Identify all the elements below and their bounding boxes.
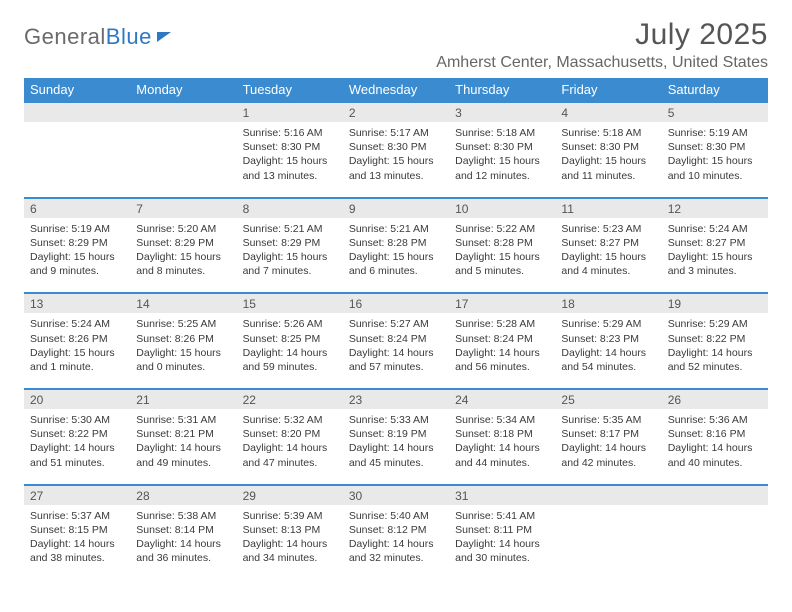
- day-cell: Sunrise: 5:17 AMSunset: 8:30 PMDaylight:…: [343, 122, 449, 198]
- day-number: 20: [24, 389, 130, 409]
- day-number: 21: [130, 389, 236, 409]
- day-cell: [555, 505, 661, 580]
- day-cell: [24, 122, 130, 198]
- logo-text: GeneralBlue: [24, 24, 152, 50]
- day-number: 5: [662, 102, 768, 122]
- day-cell: Sunrise: 5:19 AMSunset: 8:30 PMDaylight:…: [662, 122, 768, 198]
- logo-mark-icon: [157, 32, 171, 42]
- day-cell: Sunrise: 5:34 AMSunset: 8:18 PMDaylight:…: [449, 409, 555, 485]
- day-cell: [662, 505, 768, 580]
- day-cell: Sunrise: 5:22 AMSunset: 8:28 PMDaylight:…: [449, 218, 555, 294]
- day-cell: Sunrise: 5:41 AMSunset: 8:11 PMDaylight:…: [449, 505, 555, 580]
- day-cell: Sunrise: 5:19 AMSunset: 8:29 PMDaylight:…: [24, 218, 130, 294]
- day-number: 15: [237, 293, 343, 313]
- page: GeneralBlue July 2025 Amherst Center, Ma…: [0, 0, 792, 579]
- day-number: 14: [130, 293, 236, 313]
- day-cell: Sunrise: 5:18 AMSunset: 8:30 PMDaylight:…: [449, 122, 555, 198]
- day-number: [662, 485, 768, 505]
- dayname-cell: Friday: [555, 78, 661, 102]
- day-cell: Sunrise: 5:38 AMSunset: 8:14 PMDaylight:…: [130, 505, 236, 580]
- daynum-row: 2728293031: [24, 485, 768, 505]
- day-content-row: Sunrise: 5:30 AMSunset: 8:22 PMDaylight:…: [24, 409, 768, 485]
- day-cell: Sunrise: 5:20 AMSunset: 8:29 PMDaylight:…: [130, 218, 236, 294]
- daynum-row: 12345: [24, 102, 768, 122]
- logo: GeneralBlue: [24, 18, 171, 50]
- day-cell: Sunrise: 5:33 AMSunset: 8:19 PMDaylight:…: [343, 409, 449, 485]
- day-cell: Sunrise: 5:30 AMSunset: 8:22 PMDaylight:…: [24, 409, 130, 485]
- day-number: 1: [237, 102, 343, 122]
- logo-word-2: Blue: [106, 24, 152, 49]
- day-cell: Sunrise: 5:23 AMSunset: 8:27 PMDaylight:…: [555, 218, 661, 294]
- day-cell: Sunrise: 5:24 AMSunset: 8:26 PMDaylight:…: [24, 313, 130, 389]
- daynum-row: 20212223242526: [24, 389, 768, 409]
- dayname-row: SundayMondayTuesdayWednesdayThursdayFrid…: [24, 78, 768, 102]
- logo-word-1: General: [24, 24, 106, 49]
- day-cell: Sunrise: 5:21 AMSunset: 8:29 PMDaylight:…: [237, 218, 343, 294]
- dayname-cell: Wednesday: [343, 78, 449, 102]
- day-number: 10: [449, 198, 555, 218]
- dayname-cell: Monday: [130, 78, 236, 102]
- day-content-row: Sunrise: 5:24 AMSunset: 8:26 PMDaylight:…: [24, 313, 768, 389]
- day-number: 2: [343, 102, 449, 122]
- day-cell: Sunrise: 5:40 AMSunset: 8:12 PMDaylight:…: [343, 505, 449, 580]
- calendar-table: SundayMondayTuesdayWednesdayThursdayFrid…: [24, 78, 768, 579]
- day-number: 19: [662, 293, 768, 313]
- dayname-cell: Thursday: [449, 78, 555, 102]
- day-cell: Sunrise: 5:35 AMSunset: 8:17 PMDaylight:…: [555, 409, 661, 485]
- dayname-cell: Tuesday: [237, 78, 343, 102]
- day-cell: Sunrise: 5:21 AMSunset: 8:28 PMDaylight:…: [343, 218, 449, 294]
- day-number: [555, 485, 661, 505]
- day-number: 28: [130, 485, 236, 505]
- day-content-row: Sunrise: 5:37 AMSunset: 8:15 PMDaylight:…: [24, 505, 768, 580]
- day-number: 29: [237, 485, 343, 505]
- day-cell: Sunrise: 5:29 AMSunset: 8:23 PMDaylight:…: [555, 313, 661, 389]
- month-title: July 2025: [436, 18, 768, 52]
- day-number: 30: [343, 485, 449, 505]
- day-number: 3: [449, 102, 555, 122]
- header: GeneralBlue July 2025 Amherst Center, Ma…: [24, 18, 768, 72]
- day-number: 13: [24, 293, 130, 313]
- day-cell: Sunrise: 5:39 AMSunset: 8:13 PMDaylight:…: [237, 505, 343, 580]
- day-cell: Sunrise: 5:36 AMSunset: 8:16 PMDaylight:…: [662, 409, 768, 485]
- day-number: 16: [343, 293, 449, 313]
- day-cell: Sunrise: 5:16 AMSunset: 8:30 PMDaylight:…: [237, 122, 343, 198]
- day-cell: Sunrise: 5:37 AMSunset: 8:15 PMDaylight:…: [24, 505, 130, 580]
- daynum-row: 13141516171819: [24, 293, 768, 313]
- day-number: 8: [237, 198, 343, 218]
- day-number: 11: [555, 198, 661, 218]
- day-number: 4: [555, 102, 661, 122]
- day-cell: Sunrise: 5:29 AMSunset: 8:22 PMDaylight:…: [662, 313, 768, 389]
- location-text: Amherst Center, Massachusetts, United St…: [436, 54, 768, 72]
- day-cell: Sunrise: 5:24 AMSunset: 8:27 PMDaylight:…: [662, 218, 768, 294]
- day-cell: Sunrise: 5:28 AMSunset: 8:24 PMDaylight:…: [449, 313, 555, 389]
- day-number: 26: [662, 389, 768, 409]
- day-number: 6: [24, 198, 130, 218]
- day-cell: Sunrise: 5:27 AMSunset: 8:24 PMDaylight:…: [343, 313, 449, 389]
- day-number: 27: [24, 485, 130, 505]
- day-cell: Sunrise: 5:18 AMSunset: 8:30 PMDaylight:…: [555, 122, 661, 198]
- day-number: [130, 102, 236, 122]
- day-number: 18: [555, 293, 661, 313]
- day-number: 31: [449, 485, 555, 505]
- dayname-cell: Saturday: [662, 78, 768, 102]
- day-number: 23: [343, 389, 449, 409]
- day-number: [24, 102, 130, 122]
- day-number: 17: [449, 293, 555, 313]
- day-cell: Sunrise: 5:25 AMSunset: 8:26 PMDaylight:…: [130, 313, 236, 389]
- day-cell: [130, 122, 236, 198]
- day-number: 7: [130, 198, 236, 218]
- day-number: 9: [343, 198, 449, 218]
- day-number: 22: [237, 389, 343, 409]
- day-cell: Sunrise: 5:26 AMSunset: 8:25 PMDaylight:…: [237, 313, 343, 389]
- day-cell: Sunrise: 5:32 AMSunset: 8:20 PMDaylight:…: [237, 409, 343, 485]
- dayname-cell: Sunday: [24, 78, 130, 102]
- day-cell: Sunrise: 5:31 AMSunset: 8:21 PMDaylight:…: [130, 409, 236, 485]
- day-number: 24: [449, 389, 555, 409]
- day-number: 25: [555, 389, 661, 409]
- title-block: July 2025 Amherst Center, Massachusetts,…: [436, 18, 768, 72]
- day-number: 12: [662, 198, 768, 218]
- daynum-row: 6789101112: [24, 198, 768, 218]
- day-content-row: Sunrise: 5:16 AMSunset: 8:30 PMDaylight:…: [24, 122, 768, 198]
- day-content-row: Sunrise: 5:19 AMSunset: 8:29 PMDaylight:…: [24, 218, 768, 294]
